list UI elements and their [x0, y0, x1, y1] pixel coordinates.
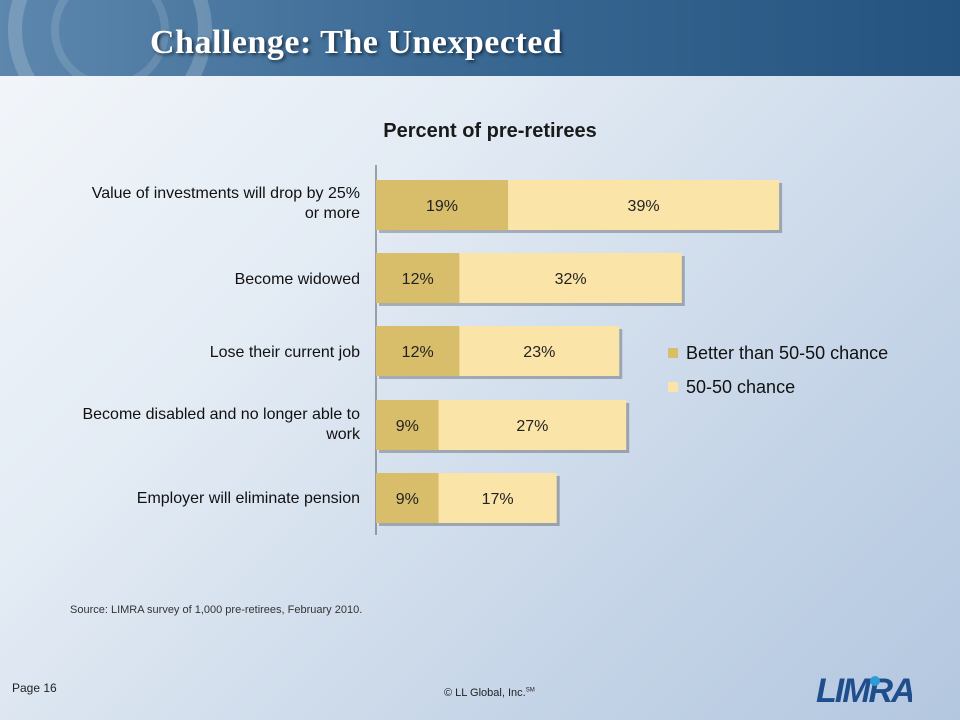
category-label-pension: Employer will eliminate pension — [136, 490, 360, 507]
title-banner: Challenge: The Unexpected — [0, 0, 960, 76]
limra-logo-dot — [870, 676, 880, 686]
bar-segment — [376, 473, 439, 523]
category-label-job: Lose their current job — [209, 344, 360, 361]
bar-segment — [459, 326, 620, 376]
category-label-widowed: Become widowed — [234, 271, 360, 288]
legend-swatch-even — [668, 382, 678, 392]
service-mark: SM — [525, 687, 535, 694]
slide-title: Challenge: The Unexpected — [150, 24, 563, 61]
data-label: 17% — [482, 491, 514, 508]
chart-title: Percent of pre-retirees — [383, 120, 597, 142]
bar-segment — [438, 473, 557, 523]
bar-segment — [376, 253, 460, 303]
category-label-disabled: Become disabled and no longer able to wo… — [82, 406, 360, 443]
data-label: 32% — [555, 271, 587, 288]
data-label: 9% — [396, 491, 419, 508]
legend-item-even: 50-50 chance — [668, 370, 888, 404]
bar-segment — [376, 180, 509, 230]
legend-label-even: 50-50 chance — [686, 376, 796, 397]
copyright-text: © LL Global, Inc. — [444, 687, 526, 699]
data-label: 12% — [402, 271, 434, 288]
data-label: 27% — [516, 418, 548, 435]
data-label: 19% — [426, 198, 458, 215]
data-label: 12% — [402, 344, 434, 361]
copyright-notice: © LL Global, Inc.SM — [444, 687, 535, 699]
bar-segment — [459, 253, 682, 303]
bar-segment — [376, 400, 439, 450]
bar-segment — [438, 400, 627, 450]
bar-segment — [376, 326, 460, 376]
chart-legend: Better than 50-50 chance 50-50 chance — [668, 336, 888, 404]
source-note: Source: LIMRA survey of 1,000 pre-retire… — [70, 604, 363, 616]
limra-logo: LIMRA — [816, 672, 912, 708]
data-label: 9% — [396, 418, 419, 435]
data-label: 23% — [523, 344, 555, 361]
legend-label-better: Better than 50-50 chance — [686, 342, 889, 363]
legend-swatch-better — [668, 348, 678, 358]
banner-decoration — [8, 0, 212, 76]
limra-logo-text: LIMRA — [816, 672, 912, 708]
legend-item-better: Better than 50-50 chance — [668, 336, 888, 370]
data-label: 39% — [628, 198, 660, 215]
bar-segment — [508, 180, 780, 230]
page-number: Page 16 — [12, 681, 57, 695]
category-label-investments: Value of investments will drop by 25% or… — [91, 185, 360, 222]
